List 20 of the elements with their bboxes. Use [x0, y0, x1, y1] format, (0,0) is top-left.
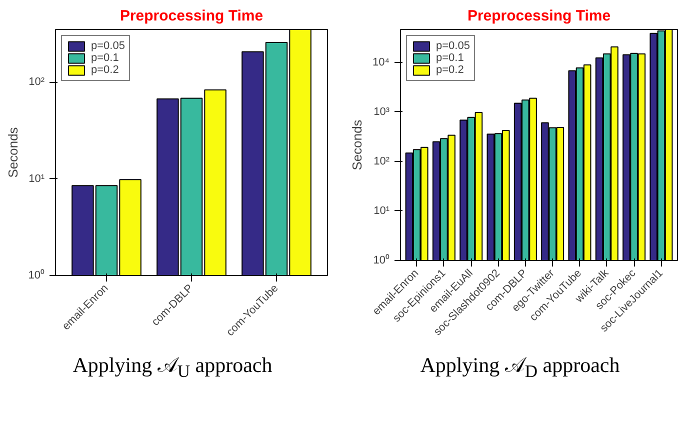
y-tick-label: 10² — [374, 155, 390, 168]
y-tick-label: 10² — [28, 76, 45, 88]
legend-label: p=0.2 — [91, 64, 119, 76]
y-tick-label: 10⁰ — [28, 268, 45, 282]
text: Applying 𝒜$_{U}$ approach — [72, 352, 272, 384]
text: Applying 𝒜$_{D}$ approach — [420, 352, 620, 384]
legend-label: p=0.1 — [91, 52, 119, 64]
y-tick-label: 10¹ — [374, 204, 390, 217]
chart-title: Preprocessing Time — [467, 8, 611, 24]
chart-title: Preprocessing Time — [120, 8, 264, 24]
y-tick-label: 10⁴ — [372, 56, 390, 68]
y-axis-title: Seconds — [5, 126, 20, 178]
legend-label: p=0.05 — [436, 40, 470, 52]
legend-label: p=0.1 — [436, 52, 464, 64]
y-axis-title: Seconds — [350, 119, 365, 170]
y-tick-label: 10³ — [374, 106, 390, 118]
legend-label: p=0.05 — [91, 40, 125, 52]
legend-label: p=0.2 — [436, 64, 464, 76]
y-tick-label: 10¹ — [28, 172, 45, 185]
y-tick-label: 10⁰ — [373, 254, 390, 266]
